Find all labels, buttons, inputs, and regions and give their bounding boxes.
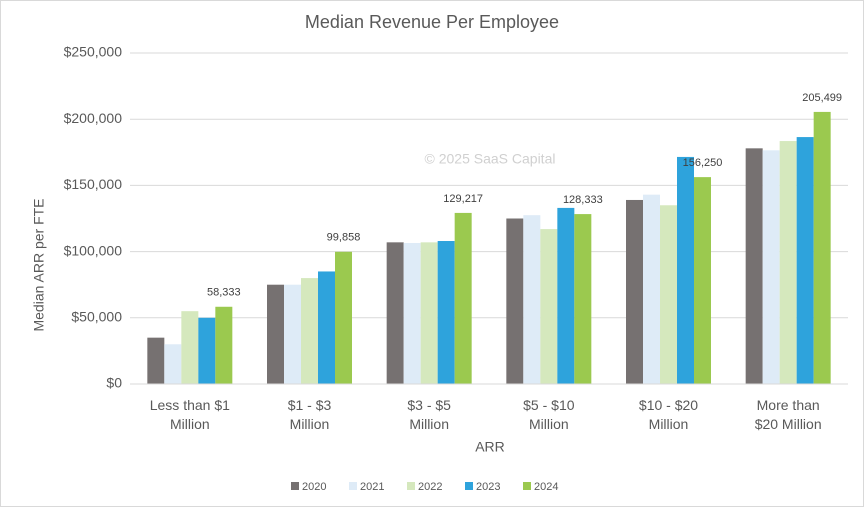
bar (643, 194, 660, 384)
bar (267, 284, 284, 384)
x-tick-line: Million (409, 416, 449, 432)
y-tick-label: $100,000 (64, 242, 123, 258)
bar (403, 242, 421, 384)
chart-title: Median Revenue Per Employee (305, 12, 559, 32)
data-label: 128,333 (563, 194, 603, 206)
x-tick-line: Million (290, 416, 330, 432)
legend-label: 2022 (418, 481, 442, 493)
x-tick-line: $20 Million (755, 416, 822, 432)
bar (779, 141, 797, 384)
x-tick-line: Million (170, 416, 210, 432)
data-label: 99,858 (327, 232, 361, 244)
watermark: © 2025 SaaS Capital (425, 151, 556, 167)
bar (762, 150, 780, 384)
x-tick-label: $5 - $10 Million (523, 397, 575, 432)
legend-label: 2023 (476, 481, 500, 493)
bar (301, 278, 318, 384)
legend-swatch (349, 482, 357, 490)
x-tick-line: $1 - $3 (288, 397, 332, 413)
bar (437, 241, 455, 384)
bar (660, 205, 677, 384)
bar (335, 251, 352, 384)
x-tick-label: More than $20 Million (755, 397, 822, 432)
x-tick-label: $1 - $3 Million (288, 397, 332, 432)
bar (557, 207, 575, 384)
bar (677, 156, 694, 384)
bar (540, 229, 558, 384)
y-tick-label: $200,000 (64, 110, 123, 126)
y-axis-title: Median ARR per FTE (31, 198, 47, 331)
data-label: 58,333 (207, 287, 241, 299)
x-tick-line: Million (649, 416, 689, 432)
bar (164, 344, 182, 384)
bar (745, 148, 763, 384)
data-label: 205,499 (802, 92, 842, 104)
bar (813, 111, 831, 385)
bar (796, 137, 814, 384)
data-label: 156,250 (683, 157, 723, 169)
x-axis-title: ARR (475, 439, 505, 455)
legend-label: 2021 (360, 481, 384, 493)
x-tick-label: Less than $1 Million (150, 397, 230, 432)
bar (454, 212, 472, 384)
bar (386, 242, 404, 384)
bar (181, 311, 199, 384)
legend-label: 2024 (534, 481, 558, 493)
y-tick-label: $150,000 (64, 176, 123, 192)
x-tick-line: Million (529, 416, 569, 432)
bar (420, 242, 438, 384)
bar (215, 306, 233, 384)
bar (198, 317, 216, 384)
x-tick-label: $10 - $20 Million (639, 397, 698, 432)
x-tick-line: More than (757, 397, 820, 413)
bar (626, 199, 643, 384)
legend-swatch (465, 482, 473, 490)
x-tick-line: $10 - $20 (639, 397, 698, 413)
bar (147, 337, 165, 384)
bar (523, 215, 541, 384)
legend-swatch (291, 482, 299, 490)
y-tick-label: $250,000 (64, 44, 123, 60)
x-tick-line: $3 - $5 (407, 397, 451, 413)
x-tick-line: $5 - $10 (523, 397, 575, 413)
y-tick-label: $0 (106, 375, 122, 391)
bar (506, 218, 524, 384)
data-label: 129,217 (443, 193, 483, 205)
legend-swatch (407, 482, 415, 490)
bar (574, 214, 592, 384)
x-tick-line: Less than $1 (150, 397, 230, 413)
y-tick-label: $50,000 (71, 309, 122, 325)
x-tick-label: $3 - $5 Million (407, 397, 451, 432)
bar (694, 177, 711, 384)
bar (318, 271, 335, 384)
bar (284, 284, 301, 384)
legend-label: 2020 (302, 481, 326, 493)
legend-swatch (523, 482, 531, 490)
